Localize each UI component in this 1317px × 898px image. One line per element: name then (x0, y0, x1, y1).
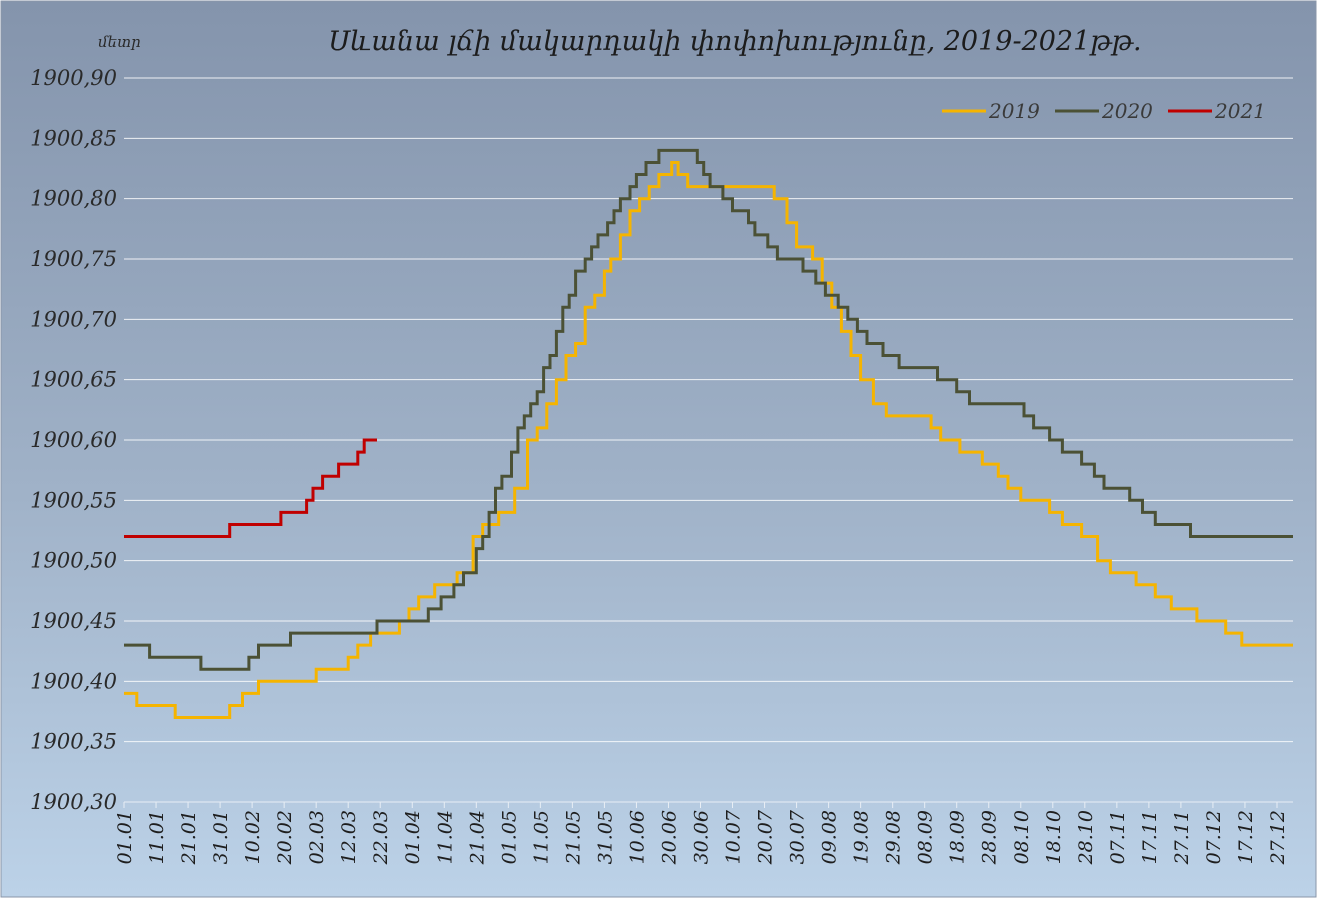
x-tick-label: 21.04 (466, 810, 488, 865)
y-tick-label: 1900,45 (30, 609, 117, 633)
y-tick-label: 1900,65 (30, 368, 117, 392)
x-tick-label: 11.05 (530, 810, 552, 864)
y-tick-label: 1900,40 (30, 669, 117, 693)
x-tick-label: 07.12 (1203, 810, 1225, 864)
series-lines (124, 148, 1293, 719)
y-tick-label: 1900,70 (30, 307, 117, 331)
x-tick-label: 27.11 (1171, 810, 1193, 865)
y-tick-label: 1900,50 (30, 549, 117, 573)
x-tick-label: 18.09 (947, 810, 969, 864)
y-tick-label: 1900,85 (30, 126, 117, 150)
y-tick-label: 1900,35 (30, 730, 117, 754)
x-tick-label: 01.04 (402, 810, 424, 864)
legend-item-2021: 2021 (1168, 99, 1266, 123)
y-tick-label: 1900,80 (30, 187, 117, 211)
y-axis-tick-labels: 1900,30 1900,35 1900,40 1900,45 1900,50 1900,… (30, 66, 117, 814)
x-tick-label: 18.10 (1043, 810, 1065, 864)
x-tick-label: 31.05 (594, 810, 616, 864)
series-line-2021 (124, 438, 377, 538)
x-tick-label: 27.12 (1267, 810, 1289, 865)
x-tick-label: 02.03 (306, 810, 328, 864)
x-tick-label: 17.12 (1235, 810, 1257, 864)
x-tick-label: 22.03 (370, 810, 392, 865)
x-tick-label: 01.01 (114, 810, 136, 864)
legend: 2019 2020 2021 (942, 99, 1266, 123)
x-tick-label: 28.09 (979, 810, 1001, 865)
x-tick-label: 28.10 (1075, 810, 1097, 865)
x-tick-label: 17.11 (1139, 810, 1161, 864)
y-tick-label: 1900,60 (30, 428, 117, 452)
x-tick-label: 29.08 (883, 810, 905, 865)
legend-label: 2020 (1101, 99, 1153, 123)
series-line-2020 (124, 148, 1293, 671)
x-tick-label: 07.11 (1107, 810, 1129, 864)
x-tick-label: 09.08 (819, 810, 841, 864)
legend-item-2020: 2020 (1055, 99, 1153, 123)
y-tick-label: 1900,75 (30, 247, 117, 271)
y-axis-unit-label: մետր (98, 33, 141, 51)
x-tick-label: 11.04 (434, 810, 456, 864)
x-tick-label: 10.06 (626, 810, 648, 864)
legend-label: 2019 (988, 99, 1040, 123)
x-tick-label: 10.07 (723, 809, 745, 864)
x-tick-label: 11.01 (146, 810, 168, 864)
x-tick-label: 19.08 (851, 810, 873, 864)
series-line-2019 (124, 161, 1293, 719)
x-tick-label: 10.02 (242, 810, 264, 864)
x-tick-label: 08.10 (1011, 810, 1033, 864)
x-tick-label: 30.06 (690, 810, 712, 864)
x-tick-label: 21.05 (562, 810, 584, 865)
legend-label: 2021 (1214, 99, 1266, 123)
x-axis-tick-labels: 01.01 11.01 21.01 31.01 10.02 20.02 02.03 12.03… (114, 802, 1289, 865)
x-tick-label: 20.06 (658, 810, 680, 865)
y-tick-label: 1900,30 (30, 790, 117, 814)
x-tick-label: 20.07 (755, 809, 777, 865)
x-tick-label: 12.03 (338, 810, 360, 864)
x-tick-label: 20.02 (274, 810, 296, 865)
y-tick-label: 1900,90 (30, 66, 117, 90)
x-tick-label: 08.09 (915, 810, 937, 864)
x-tick-label: 31.01 (210, 810, 232, 864)
gridlines (124, 77, 1293, 803)
chart-title: Սևանա լճի մակարդակի փոփոխությունը, 2019-… (328, 26, 1141, 57)
y-tick-label: 1900,55 (30, 488, 117, 512)
x-tick-label: 01.05 (498, 810, 520, 864)
x-tick-label: 21.01 (178, 810, 200, 865)
x-tick-label: 30.07 (787, 809, 809, 864)
legend-item-2019: 2019 (942, 99, 1040, 123)
